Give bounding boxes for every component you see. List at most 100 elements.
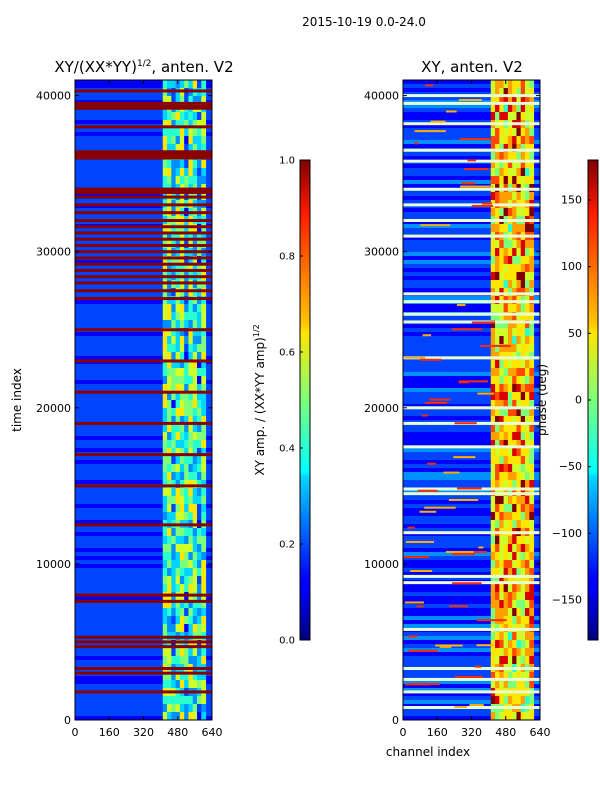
heatmap-row bbox=[403, 96, 540, 100]
heatmap-cell bbox=[490, 632, 496, 641]
heatmap-cell bbox=[499, 656, 505, 665]
heatmap-cell bbox=[507, 448, 513, 457]
heatmap-cell bbox=[188, 432, 194, 441]
heatmap-cell bbox=[516, 456, 522, 465]
heatmap-cell bbox=[179, 504, 185, 513]
figure-suptitle: 2015-10-19 0.0-24.0 bbox=[302, 15, 426, 29]
heatmap-cell bbox=[175, 488, 181, 497]
heatmap-cell bbox=[175, 224, 181, 233]
heatmap-row bbox=[403, 624, 540, 628]
heatmap-cell bbox=[201, 640, 207, 649]
heatmap-cell bbox=[495, 264, 500, 273]
heatmap-cell bbox=[188, 712, 194, 720]
heatmap-cell bbox=[499, 576, 505, 585]
heatmap-cell bbox=[201, 624, 207, 633]
heatmap-cell bbox=[529, 640, 535, 649]
heatmap-cell bbox=[507, 608, 513, 617]
heatmap-cell bbox=[192, 648, 198, 657]
heatmap-row bbox=[75, 464, 212, 468]
heatmap-cell bbox=[192, 160, 198, 169]
heatmap-cell bbox=[520, 592, 526, 601]
heatmap-flag-row bbox=[403, 320, 540, 324]
heatmap-row bbox=[403, 156, 540, 160]
heatmap-row bbox=[403, 684, 540, 688]
heatmap-cell bbox=[529, 376, 535, 385]
heatmap-cell bbox=[162, 424, 168, 433]
heatmap-cell bbox=[516, 696, 522, 705]
heatmap-flag-row bbox=[403, 312, 540, 316]
heatmap-cell bbox=[495, 712, 500, 720]
heatmap-cell bbox=[490, 256, 496, 265]
heatmap-cell bbox=[499, 144, 505, 153]
heatmap-cell bbox=[490, 712, 496, 720]
heatmap-cell bbox=[525, 632, 530, 641]
heatmap-cell bbox=[529, 536, 535, 545]
heatmap-rfi-streak bbox=[455, 675, 483, 678]
heatmap-cell bbox=[520, 480, 526, 489]
heatmap-cell bbox=[192, 336, 198, 345]
heatmap-cell bbox=[162, 616, 168, 625]
panel-amplitude-ylabel: time index bbox=[10, 368, 24, 432]
heatmap-row bbox=[403, 460, 540, 464]
heatmap-row bbox=[403, 660, 540, 664]
heatmap-cell bbox=[516, 640, 522, 649]
colorbar-tick-label: −150 bbox=[552, 594, 582, 607]
heatmap-cell bbox=[525, 680, 530, 689]
heatmap-cell bbox=[167, 648, 172, 657]
heatmap-cell bbox=[171, 344, 177, 353]
heatmap-row bbox=[75, 712, 212, 716]
heatmap-cell bbox=[499, 304, 505, 313]
heatmap-cell bbox=[499, 560, 505, 569]
heatmap-row bbox=[75, 220, 212, 224]
heatmap-cell bbox=[171, 96, 177, 105]
heatmap-cell bbox=[503, 568, 509, 577]
heatmap-cell bbox=[516, 256, 522, 265]
heatmap-cell bbox=[171, 432, 177, 441]
heatmap-cell bbox=[162, 640, 168, 649]
heatmap-cell bbox=[167, 176, 172, 185]
heatmap-cell bbox=[192, 568, 198, 577]
heatmap-cell bbox=[197, 544, 202, 553]
heatmap-cell bbox=[516, 560, 522, 569]
heatmap-cell bbox=[171, 400, 177, 409]
heatmap-row bbox=[403, 196, 540, 200]
heatmap-row bbox=[403, 144, 540, 148]
heatmap-cell bbox=[529, 544, 535, 553]
heatmap-cell bbox=[162, 416, 168, 425]
heatmap-cell bbox=[529, 272, 535, 281]
heatmap-cell bbox=[490, 96, 496, 105]
heatmap-cell bbox=[499, 680, 505, 689]
heatmap-row bbox=[75, 324, 212, 328]
heatmap-cell bbox=[188, 304, 194, 313]
heatmap-cell bbox=[529, 96, 535, 105]
heatmap-row bbox=[403, 316, 540, 320]
heatmap-cell bbox=[529, 432, 535, 441]
heatmap-cell bbox=[503, 400, 509, 409]
heatmap-row bbox=[75, 540, 212, 544]
heatmap-cell bbox=[490, 648, 496, 657]
heatmap-cell bbox=[175, 288, 181, 297]
heatmap-cell bbox=[197, 712, 202, 720]
heatmap-cell bbox=[520, 208, 526, 217]
heatmap-cell bbox=[495, 424, 500, 433]
heatmap-cell bbox=[162, 408, 168, 417]
heatmap-cell bbox=[529, 504, 535, 513]
heatmap-cell bbox=[529, 712, 535, 720]
heatmap-cell bbox=[188, 312, 194, 321]
heatmap-row bbox=[403, 648, 540, 652]
panel-phase-title: XY, anten. V2 bbox=[421, 58, 523, 76]
heatmap-rfi-streak bbox=[458, 381, 469, 384]
x-tick-label: 0 bbox=[72, 726, 79, 739]
heatmap-cell bbox=[179, 144, 185, 153]
heatmap-rfi-streak bbox=[451, 582, 482, 585]
heatmap-cell bbox=[175, 528, 181, 537]
heatmap-cell bbox=[188, 696, 194, 705]
heatmap-cell bbox=[503, 88, 509, 97]
heatmap-cell bbox=[495, 192, 500, 201]
heatmap-cell bbox=[525, 128, 530, 137]
heatmap-flag-row bbox=[403, 101, 540, 105]
heatmap-cell bbox=[520, 584, 526, 593]
y-tick-label: 20000 bbox=[364, 402, 399, 415]
heatmap-rfi-streak bbox=[422, 334, 432, 337]
heatmap-cell bbox=[197, 312, 202, 321]
